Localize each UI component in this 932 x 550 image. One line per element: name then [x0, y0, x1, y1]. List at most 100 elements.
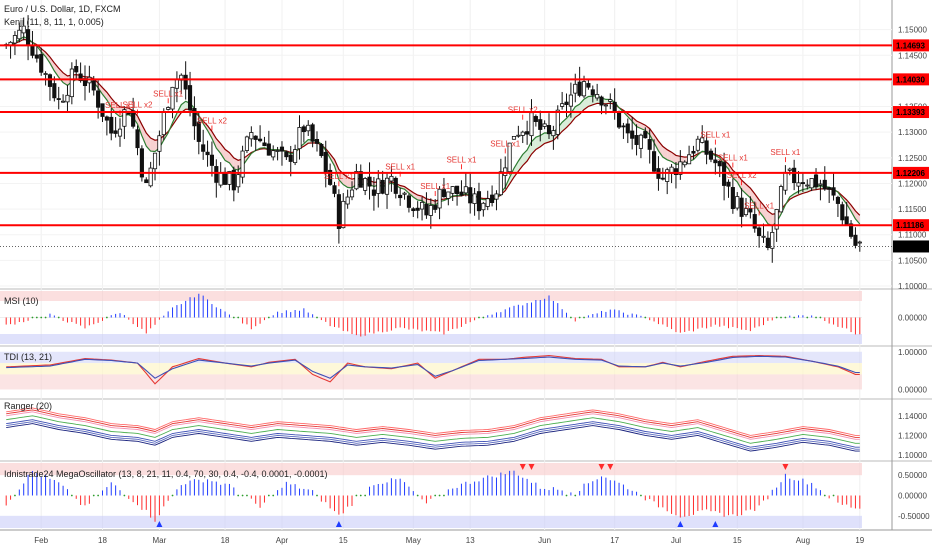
candle-body	[586, 83, 591, 88]
candle-body	[695, 138, 700, 151]
candle-body	[722, 162, 727, 186]
candle-body	[306, 124, 311, 132]
megaoscillator-panel[interactable]	[0, 463, 862, 528]
candle-body	[800, 182, 805, 185]
candle-body	[122, 109, 127, 127]
sell-signal-label: SELL x1	[385, 163, 415, 172]
candle-body	[170, 86, 175, 110]
candle-body	[166, 107, 171, 110]
candle-body	[411, 208, 416, 212]
candle-body	[455, 185, 460, 194]
candle-body	[818, 183, 823, 186]
tdi-title: TDI (13, 21)	[4, 352, 52, 362]
candle-body	[647, 139, 652, 150]
ma-cloud-segment	[98, 82, 103, 95]
level-price-tag	[893, 106, 929, 119]
neutral-dot	[438, 494, 441, 497]
candle-body	[384, 177, 390, 195]
ma-cloud-segment	[632, 117, 637, 127]
candle-body	[634, 135, 639, 145]
y-tick-label: 1.12500	[898, 154, 927, 163]
candle-body	[652, 151, 657, 172]
sell-signal-label: SELL x1	[770, 148, 800, 157]
candle-body	[643, 131, 648, 139]
msi-panel[interactable]	[0, 291, 862, 344]
neutral-dot	[832, 494, 835, 497]
sell-signal-label: SELL x1	[420, 182, 450, 191]
candle-body	[301, 126, 306, 133]
candle-body	[236, 174, 241, 188]
candle-body	[691, 150, 696, 154]
candle-body	[152, 152, 158, 170]
ranger-band-line	[6, 407, 860, 436]
candle-body	[485, 198, 490, 207]
candle-body	[271, 150, 276, 158]
candle-body	[174, 79, 179, 89]
candle-body	[687, 154, 692, 165]
ranger-band-line	[6, 415, 860, 444]
ma-cloud-segment	[535, 135, 541, 150]
neutral-dot	[482, 316, 485, 319]
buy-arrow-marker	[156, 521, 163, 527]
indicator-title: Kenji (11, 8, 11, 1, 0.005)	[4, 17, 104, 27]
candle-body	[446, 191, 451, 199]
neutral-dot	[232, 316, 235, 319]
candle-body	[739, 197, 744, 217]
ranger-band-line	[6, 409, 860, 438]
candle-body	[450, 186, 455, 194]
neutral-dot	[565, 494, 568, 497]
candle-body	[498, 171, 503, 196]
level-price-tag	[893, 39, 929, 52]
x-tick-label: Feb	[34, 536, 48, 545]
ma-cloud-segment	[233, 157, 239, 171]
sell-signal-label: SELL x2	[508, 106, 538, 115]
level-price-tag	[893, 73, 929, 86]
ma-cloud-segment	[518, 154, 523, 172]
candle-body	[52, 83, 57, 99]
candle-body	[520, 131, 525, 136]
tdi-panel[interactable]	[0, 351, 862, 390]
candle-body	[774, 209, 779, 230]
neutral-dot	[57, 316, 60, 319]
candle-body	[345, 196, 350, 205]
candle-body	[249, 132, 254, 140]
candle-body	[704, 140, 709, 155]
neutral-dot	[478, 316, 480, 319]
neutral-dot	[644, 316, 647, 319]
ranger-band-line	[6, 419, 860, 448]
candle-body	[328, 169, 333, 185]
neutral-dot	[784, 316, 787, 319]
candle-body	[730, 187, 735, 209]
tdi-line	[6, 355, 860, 379]
neutral-dot	[241, 494, 244, 497]
neutral-dot	[359, 494, 362, 497]
neutral-dot	[14, 494, 16, 497]
candle-body	[161, 111, 166, 136]
y-tick-label: 1.12000	[898, 431, 927, 440]
y-tick-label: 1.11500	[898, 205, 927, 214]
candle-body	[227, 171, 232, 185]
candle-body	[503, 167, 508, 176]
candle-body	[275, 150, 280, 152]
x-tick-label: Jul	[671, 536, 681, 545]
ma-cloud-segment	[102, 87, 107, 101]
ranger-panel[interactable]	[6, 407, 860, 452]
buy-arrow-marker	[335, 521, 342, 527]
candle-body	[205, 151, 210, 156]
ma-cloud-segment	[584, 96, 589, 110]
sell-arrow-marker	[782, 464, 789, 470]
ma-cloud-segment	[54, 62, 59, 78]
candle-body	[577, 81, 582, 96]
y-tick-label: 1.14500	[898, 51, 927, 60]
y-tick-label: 1.10500	[898, 256, 927, 265]
last-price-tag	[893, 240, 929, 253]
neutral-dot	[70, 494, 73, 497]
x-tick-label: Mar	[153, 536, 167, 545]
candle-body	[266, 143, 271, 156]
candle-body	[218, 172, 223, 186]
ma-cloud-segment	[422, 196, 427, 204]
ma-cloud-segment	[225, 149, 230, 163]
candle-body	[625, 123, 630, 134]
candle-body	[424, 203, 429, 216]
